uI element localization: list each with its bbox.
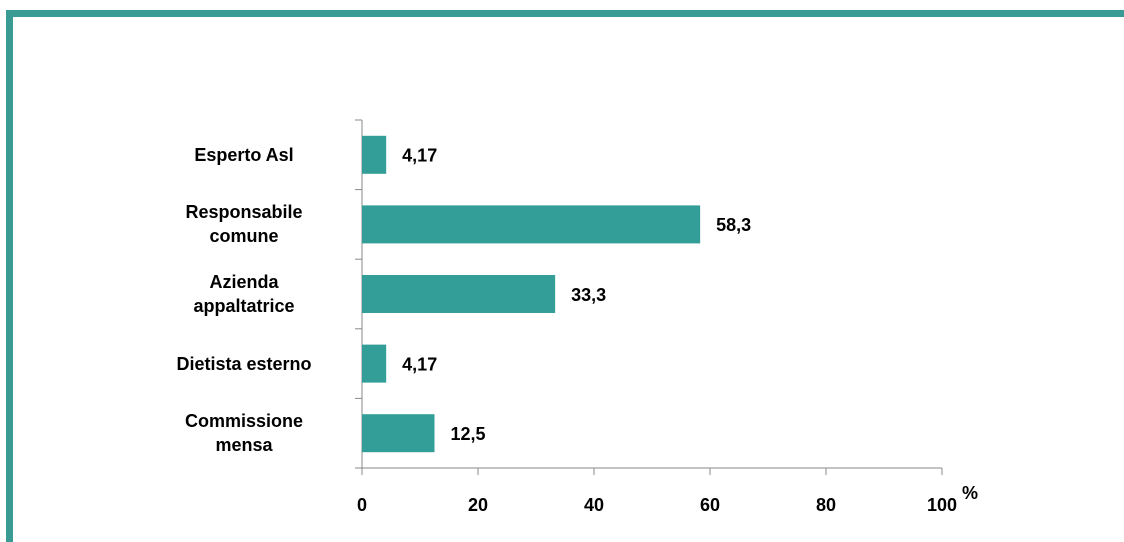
y-tick-label: Azienda appaltatrice <box>193 272 295 316</box>
y-tick-label: Responsabile comune <box>185 202 303 247</box>
bar <box>362 344 387 383</box>
x-tick-label: 0 <box>357 495 367 515</box>
data-label: 33,3 <box>571 285 606 305</box>
y-tick-label: Commissione mensa <box>184 411 304 456</box>
bar <box>362 205 701 244</box>
frame-left <box>6 10 13 542</box>
data-label: 4,17 <box>402 354 437 374</box>
bar <box>362 414 435 453</box>
x-tick-label: 60 <box>700 495 720 515</box>
y-tick-label: Esperto Asl <box>194 144 294 165</box>
x-axis-label: % <box>962 483 978 503</box>
x-tick-label: 100 <box>927 495 957 515</box>
data-label: 58,3 <box>716 215 751 235</box>
frame-top <box>6 10 1124 17</box>
x-tick-label: 80 <box>816 495 836 515</box>
data-label: 4,17 <box>402 146 437 166</box>
x-tick-label: 20 <box>468 495 488 515</box>
bar <box>362 135 387 174</box>
y-tick-label: Dietista esterno <box>176 353 312 374</box>
bar <box>362 275 556 313</box>
x-tick-label: 40 <box>584 495 604 515</box>
data-label: 12,5 <box>451 424 486 444</box>
